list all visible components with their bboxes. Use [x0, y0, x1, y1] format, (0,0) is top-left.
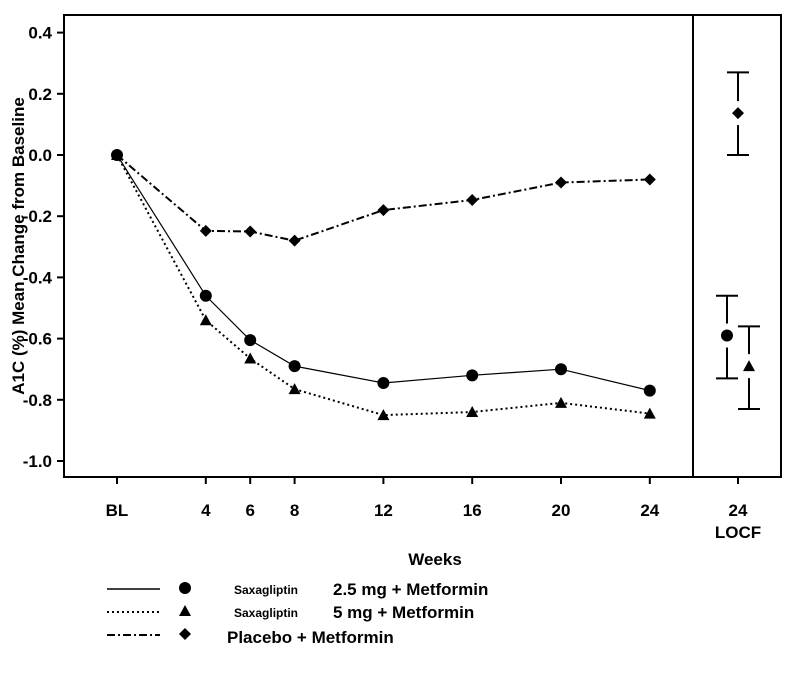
legend-prefix: Saxagliptin [234, 606, 298, 620]
locf-point-diamond [732, 107, 744, 120]
data-point-triangle [244, 352, 257, 364]
data-point-circle [244, 334, 257, 347]
legend-label: Placebo + Metformin [227, 628, 394, 647]
x-tick-label: 24 [640, 501, 659, 520]
series-line-diamond [116, 154, 650, 242]
y-tick-label: -0.4 [23, 268, 53, 287]
data-point-diamond [111, 149, 123, 161]
x-tick-label: 4 [201, 501, 211, 520]
x-tick-label: 8 [290, 501, 299, 520]
y-tick-label: -0.6 [23, 330, 52, 349]
locf-tick-label-week: 24 [729, 501, 748, 520]
legend-marker-circle [179, 582, 191, 594]
y-tick-label: -0.2 [23, 207, 52, 226]
legend-label: 2.5 mg + Metformin [333, 580, 488, 599]
locf-point-triangle [743, 360, 755, 372]
x-tick-label: 12 [374, 501, 393, 520]
x-tick-label: BL [106, 501, 129, 520]
data-point-circle [466, 369, 479, 382]
data-point-diamond [466, 193, 479, 206]
data-point-diamond [377, 204, 390, 217]
legend-label: 5 mg + Metformin [333, 603, 474, 622]
data-point-circle [555, 363, 567, 376]
x-tick-label: 16 [463, 501, 482, 520]
data-point-diamond [244, 225, 257, 238]
x-tick-label: 20 [552, 501, 571, 520]
data-point-triangle [643, 407, 656, 419]
x-tick-label: 6 [245, 501, 254, 520]
legend-marker-diamond [179, 628, 191, 640]
data-point-diamond [288, 234, 301, 247]
data-point-triangle [199, 314, 212, 326]
data-point-diamond [555, 176, 567, 189]
data-point-triangle [555, 396, 567, 408]
data-point-triangle [466, 406, 479, 418]
y-tick-label: -1.0 [23, 452, 52, 471]
data-point-circle [377, 376, 390, 389]
series-line-circle [116, 154, 650, 392]
data-point-circle [199, 289, 212, 302]
y-tick-label: 0.0 [28, 146, 52, 165]
data-point-circle [643, 384, 656, 397]
y-tick-label: 0.4 [28, 24, 52, 43]
data-point-diamond [199, 224, 212, 237]
legend-marker-triangle [179, 605, 191, 616]
x-axis-label: Weeks [408, 550, 462, 569]
plot-frame [63, 14, 782, 478]
data-point-diamond [643, 173, 656, 186]
y-axis-label: A1C (%) Mean Change from Baseline [9, 97, 28, 395]
data-point-circle [288, 360, 301, 373]
series-line-triangle [116, 154, 650, 417]
locf-tick-label: LOCF [715, 523, 761, 542]
data-point-triangle [377, 409, 390, 421]
legend-prefix: Saxagliptin [234, 583, 298, 597]
y-tick-label: 0.2 [28, 85, 52, 104]
locf-point-circle [721, 329, 733, 342]
y-tick-label: -0.8 [23, 391, 52, 410]
data-point-triangle [288, 383, 301, 395]
